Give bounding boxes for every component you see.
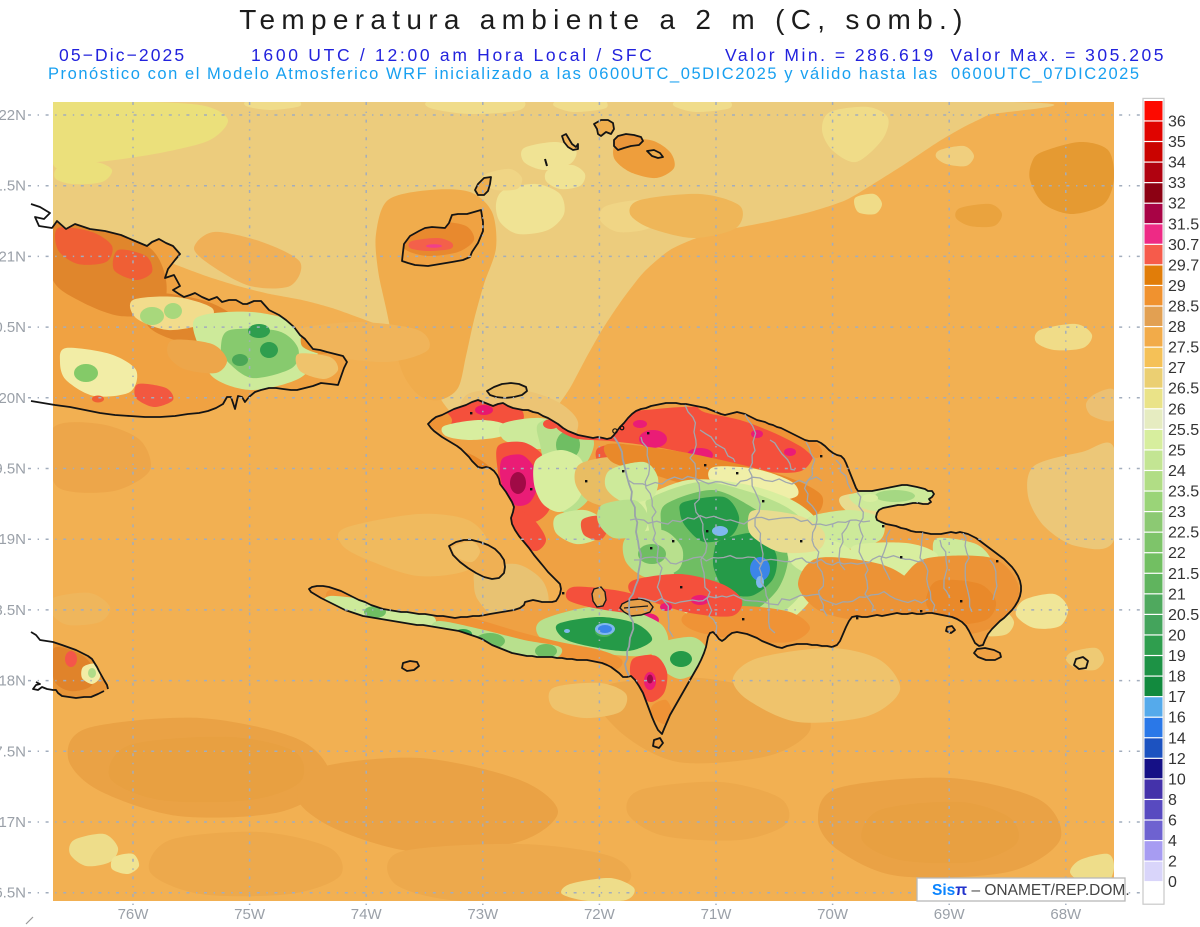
svg-text:9.5N: 9.5N [0,461,26,478]
svg-text:16: 16 [1168,710,1186,727]
svg-text:71W: 71W [701,906,733,923]
svg-text:29: 29 [1168,278,1186,295]
svg-text:29.7: 29.7 [1168,257,1199,274]
svg-text:Sisπ – ONAMET/REP.DOM.: Sisπ – ONAMET/REP.DOM. [932,882,1130,899]
svg-text:35: 35 [1168,134,1186,151]
svg-text:36: 36 [1168,114,1186,131]
svg-text:18N: 18N [0,673,26,690]
svg-text:14: 14 [1168,730,1186,747]
svg-text:21N: 21N [0,248,26,265]
svg-text:20.5: 20.5 [1168,607,1199,624]
svg-text:33: 33 [1168,175,1186,192]
svg-text:31.5: 31.5 [1168,216,1199,233]
svg-text:28: 28 [1168,319,1186,336]
svg-text:20N: 20N [0,390,26,407]
svg-text:68W: 68W [1050,906,1082,923]
svg-text:1.5N: 1.5N [0,178,26,195]
svg-text:22.5: 22.5 [1168,525,1199,542]
svg-text:0.5N: 0.5N [0,319,26,336]
svg-text:23.5: 23.5 [1168,484,1199,501]
svg-text:17: 17 [1168,689,1186,706]
svg-text:34: 34 [1168,155,1186,172]
svg-text:10: 10 [1168,771,1186,788]
svg-text:27: 27 [1168,360,1186,377]
svg-text:19N: 19N [0,531,26,548]
svg-text:76W: 76W [118,906,150,923]
svg-text:74W: 74W [351,906,383,923]
svg-text:24: 24 [1168,463,1186,480]
svg-text:7.5N: 7.5N [0,743,26,760]
svg-text:2: 2 [1168,854,1177,871]
svg-text:23: 23 [1168,504,1186,521]
svg-text:25: 25 [1168,442,1186,459]
svg-text:72W: 72W [584,906,616,923]
svg-text:75W: 75W [234,906,266,923]
svg-text:26: 26 [1168,401,1186,418]
svg-text:0: 0 [1168,874,1177,891]
svg-text:73W: 73W [467,906,499,923]
svg-text:69W: 69W [934,906,966,923]
svg-text:22: 22 [1168,545,1186,562]
svg-text:32: 32 [1168,196,1186,213]
svg-text:17N: 17N [0,814,26,831]
svg-text:20: 20 [1168,628,1186,645]
svg-text:8: 8 [1168,792,1177,809]
svg-text:28.5: 28.5 [1168,299,1199,316]
svg-text:4: 4 [1168,833,1177,850]
svg-text:25.5: 25.5 [1168,422,1199,439]
svg-text:6.5N: 6.5N [0,885,26,902]
svg-text:18: 18 [1168,669,1186,686]
svg-text:70W: 70W [817,906,849,923]
svg-text:21.5: 21.5 [1168,566,1199,583]
svg-text:6: 6 [1168,813,1177,830]
svg-text:19: 19 [1168,648,1186,665]
svg-text:26.5: 26.5 [1168,381,1199,398]
svg-text:22N: 22N [0,107,26,124]
svg-text:21: 21 [1168,586,1186,603]
svg-text:12: 12 [1168,751,1186,768]
svg-text:30.7: 30.7 [1168,237,1199,254]
svg-text:27.5: 27.5 [1168,340,1199,357]
svg-text:8.5N: 8.5N [0,602,26,619]
